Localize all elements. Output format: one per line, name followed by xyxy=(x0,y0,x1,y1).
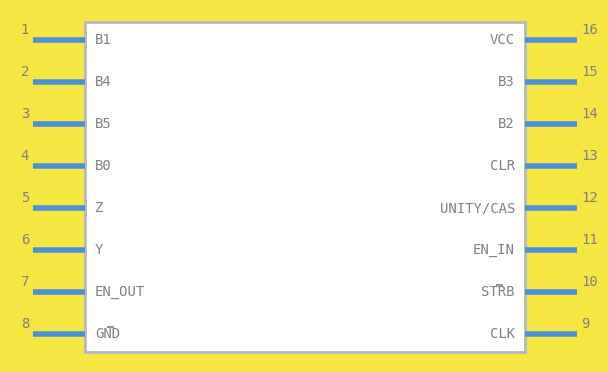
Text: Z: Z xyxy=(95,201,103,215)
Text: 12: 12 xyxy=(581,191,598,205)
Text: EN_IN: EN_IN xyxy=(473,243,515,257)
Text: B0: B0 xyxy=(95,159,112,173)
Text: GND: GND xyxy=(95,327,120,341)
Text: 1: 1 xyxy=(21,23,29,37)
Text: Y: Y xyxy=(95,243,103,257)
Text: 16: 16 xyxy=(581,23,598,37)
Text: 10: 10 xyxy=(581,275,598,289)
Text: CLK: CLK xyxy=(490,327,515,341)
Text: CLR: CLR xyxy=(490,159,515,173)
Text: 15: 15 xyxy=(581,65,598,79)
Text: 9: 9 xyxy=(581,317,589,331)
Text: B3: B3 xyxy=(498,75,515,89)
Text: 8: 8 xyxy=(21,317,29,331)
Text: 5: 5 xyxy=(21,191,29,205)
Text: 3: 3 xyxy=(21,107,29,121)
Text: 14: 14 xyxy=(581,107,598,121)
Text: B2: B2 xyxy=(498,117,515,131)
Text: STRB: STRB xyxy=(482,285,515,299)
Text: B4: B4 xyxy=(95,75,112,89)
Text: VCC: VCC xyxy=(490,33,515,47)
Text: 7: 7 xyxy=(21,275,29,289)
Bar xyxy=(85,22,525,352)
Text: EN_OUT: EN_OUT xyxy=(95,285,145,299)
Text: UNITY/CAS: UNITY/CAS xyxy=(440,201,515,215)
Text: 2: 2 xyxy=(21,65,29,79)
Text: B5: B5 xyxy=(95,117,112,131)
Text: 4: 4 xyxy=(21,149,29,163)
Text: 11: 11 xyxy=(581,233,598,247)
Text: 13: 13 xyxy=(581,149,598,163)
Text: B1: B1 xyxy=(95,33,112,47)
Text: 6: 6 xyxy=(21,233,29,247)
